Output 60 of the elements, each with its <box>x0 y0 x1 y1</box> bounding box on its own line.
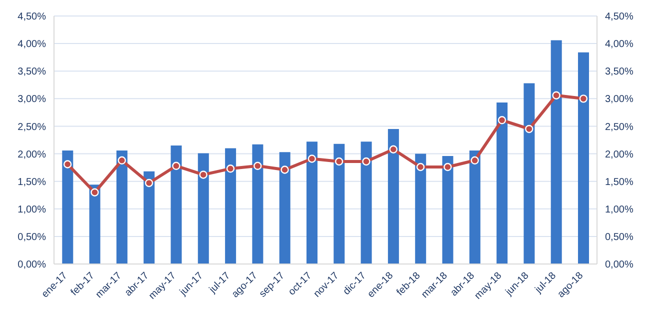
bar <box>116 150 128 264</box>
y2-tick-label: 3,00% <box>605 94 634 106</box>
point <box>254 162 262 170</box>
bar <box>496 102 508 264</box>
bar <box>388 128 399 264</box>
bar <box>62 150 74 264</box>
y-tick-label: 2,00% <box>18 149 46 160</box>
y-tick-label: 0,50% <box>18 232 46 243</box>
point <box>334 157 344 166</box>
y2-tick-label: 0,00% <box>605 260 634 271</box>
bar <box>198 153 209 264</box>
bar <box>578 52 589 264</box>
bar <box>550 40 562 264</box>
point <box>416 162 425 172</box>
y2-tick-label: 1,50% <box>605 176 634 188</box>
point <box>172 162 180 170</box>
point <box>498 116 506 124</box>
y-tick-label: 3,50% <box>18 66 46 78</box>
point <box>199 170 208 179</box>
bar <box>144 171 155 264</box>
bar <box>89 184 100 264</box>
point <box>444 162 452 172</box>
point <box>280 166 289 174</box>
point <box>470 156 479 164</box>
y2-tick-label: 3,50% <box>605 66 634 78</box>
y-tick-label: 1,50% <box>18 176 46 188</box>
bar <box>524 83 535 264</box>
bar <box>469 150 480 264</box>
bar <box>252 144 264 264</box>
bar <box>225 148 236 264</box>
point <box>308 154 316 163</box>
point <box>144 178 154 188</box>
y2-tick-label: 2,00% <box>605 149 634 160</box>
y-tick-label: 2,50% <box>18 122 46 133</box>
point <box>579 94 588 103</box>
y-tick-label: 1,00% <box>18 204 46 216</box>
y2-tick-label: 4,50% <box>605 12 634 23</box>
point <box>362 157 370 166</box>
bar <box>279 152 290 264</box>
y2-tick-label: 0,50% <box>605 232 634 243</box>
y-tick-label: 4,50% <box>18 12 46 23</box>
bar <box>170 146 182 264</box>
bar <box>415 154 426 264</box>
point <box>90 188 99 196</box>
point <box>118 156 126 164</box>
bar <box>334 144 345 264</box>
y2-tick-label: 2,50% <box>605 122 634 133</box>
bar <box>360 142 372 264</box>
y-tick-label: 4,00% <box>18 39 46 50</box>
bar <box>442 156 454 264</box>
point <box>552 91 560 100</box>
y2-tick-label: 1,00% <box>605 204 634 216</box>
bar <box>306 142 318 264</box>
y2-tick-label: 4,00% <box>605 39 634 50</box>
point <box>63 160 72 168</box>
y-tick-label: 3,00% <box>18 94 46 106</box>
point <box>226 164 235 173</box>
point <box>525 124 534 134</box>
point <box>389 145 398 154</box>
y-tick-label: 0,00% <box>18 260 46 271</box>
